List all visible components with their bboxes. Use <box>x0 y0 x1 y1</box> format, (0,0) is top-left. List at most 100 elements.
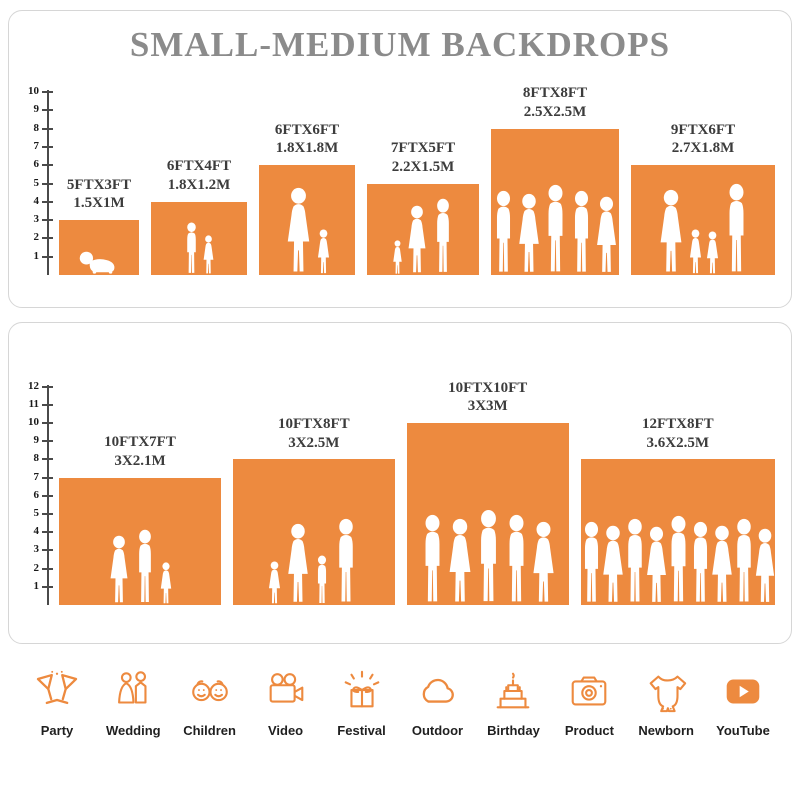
axis-tick <box>42 403 53 406</box>
backdrop: 6FTX4FT 1.8X1.2M <box>151 157 247 275</box>
woman-silhouette <box>655 189 687 275</box>
backdrop-bar-8ftx8ft <box>491 128 621 275</box>
backdrop: 8FTX8FT 2.5X2.5M <box>491 84 619 275</box>
man-silhouette <box>430 198 456 275</box>
children-icon <box>187 668 233 714</box>
backdrop-bar-7ftx5ft <box>367 183 479 275</box>
size-label-ft: 10FTX8FT <box>278 415 350 432</box>
axis-tick <box>42 585 53 588</box>
category-video: Video <box>259 668 313 738</box>
axis-tick-label: 6 <box>33 488 40 501</box>
axis-tick <box>42 385 53 388</box>
backdrop-size-label: 12FTX8FT 3.6X2.5M <box>642 415 714 453</box>
axis-tick-label: 2 <box>33 231 40 244</box>
backdrop-chart-bottom: 1 2 3 4 5 6 7 8 9 10 11 12 10FTX7FT 3X2.1M 10FTX8FT 3X2… <box>21 375 777 605</box>
size-label-m: 2.7X1.8M <box>671 140 735 157</box>
backdrop-size-label: 6FTX6FT 1.8X1.8M <box>275 121 339 159</box>
axis-tick-label: 5 <box>33 176 40 189</box>
backdrop-bars: 10FTX7FT 3X2.1M 10FTX8FT 3X2.5M 10FTX10FT 3X3… <box>59 379 775 605</box>
size-label-m: 1.8X1.2M <box>167 177 231 194</box>
category-newborn: Newborn <box>638 668 694 738</box>
size-label-ft: 6FTX4FT <box>166 158 232 175</box>
axis-tick <box>42 513 53 515</box>
axis-tick-label: 7 <box>33 470 40 483</box>
backdrop-size-label: 10FTX7FT 3X2.1M <box>104 433 176 471</box>
backdrop-size-label: 10FTX8FT 3X2.5M <box>278 415 350 453</box>
category-youtube: YouTube <box>716 668 770 738</box>
girl-silhouette <box>315 229 332 275</box>
category-party: Party <box>30 668 84 738</box>
youtube-icon <box>720 668 766 714</box>
axis-tick-label: 1 <box>33 579 40 592</box>
axis-tick-label: 9 <box>33 434 40 447</box>
category-label: Birthday <box>487 723 540 738</box>
backdrop-bar-10ftx10ft <box>406 423 569 605</box>
birthday-icon <box>490 668 536 714</box>
backdrop-bar-12ftx8ft <box>580 459 775 605</box>
axis-tick <box>42 109 53 112</box>
axis-tick-label: 2 <box>33 561 40 574</box>
axis-tick-label: 7 <box>33 139 40 152</box>
axis-tick <box>42 237 53 240</box>
newborn-icon <box>643 668 689 714</box>
size-label-m: 1.8X1.8M <box>275 140 339 157</box>
size-label-ft: 12FTX8FT <box>641 415 714 432</box>
size-label-m: 3X3M <box>467 398 508 415</box>
axis-tick <box>42 219 53 222</box>
girl-silhouette <box>391 240 404 275</box>
category-label: Video <box>267 723 304 738</box>
backdrop-size-label: 8FTX8FT 2.5X2.5M <box>523 84 587 122</box>
backdrop-bar-9ftx6ft <box>631 165 775 275</box>
man-silhouette <box>721 183 752 275</box>
axis-tick-label: 3 <box>33 543 40 556</box>
axis-tick-label: 11 <box>28 397 39 410</box>
baby-silhouette <box>78 248 120 275</box>
category-birthday: Birthday <box>486 668 540 738</box>
backdrop-bar-6ftx6ft <box>259 165 355 275</box>
axis-tick-label: 8 <box>33 121 40 134</box>
axis-tick-label: 1 <box>33 249 40 262</box>
axis-tick <box>42 255 53 258</box>
axis-tick <box>42 531 53 534</box>
man-silhouette <box>132 529 158 605</box>
size-label-m: 1.5X1M <box>73 195 125 212</box>
axis-tick <box>42 567 53 570</box>
category-wedding: Wedding <box>106 668 161 738</box>
backdrop: 10FTX7FT 3X2.1M <box>59 433 221 605</box>
axis-tick <box>42 127 53 130</box>
category-label: Outdoor <box>411 723 464 738</box>
axis-tick-label: 5 <box>33 507 40 519</box>
backdrop-size-label: 9FTX6FT 2.7X1.8M <box>671 121 735 159</box>
size-label-ft: 10FTX10FT <box>448 379 528 396</box>
axis-tick-label: 4 <box>33 194 40 207</box>
backdrop-bar-10ftx8ft <box>232 459 395 605</box>
axis-tick <box>42 476 53 479</box>
woman-silhouette <box>106 535 132 605</box>
category-label: Party <box>40 723 74 738</box>
size-label-m: 2.2X1.5M <box>391 158 455 175</box>
size-label-m: 2.5X2.5M <box>523 103 587 120</box>
axis-tick-label: 10 <box>28 85 39 97</box>
girl-silhouette <box>201 235 216 275</box>
backdrop-bar-6ftx4ft <box>151 201 247 275</box>
size-label-m: 3.6X2.5M <box>646 434 710 451</box>
man-silhouette <box>331 518 361 605</box>
axis-tick <box>42 549 53 552</box>
woman-silhouette <box>528 521 559 605</box>
woman-silhouette <box>592 196 621 275</box>
backdrop-size-label: 7FTX5FT 2.2X1.5M <box>391 139 455 177</box>
axis-tick <box>42 182 53 185</box>
backdrop: 10FTX10FT 3X3M <box>406 379 569 605</box>
axis-tick <box>42 145 53 148</box>
category-children: Children <box>183 668 237 738</box>
measure-axis: 1 2 3 4 5 6 7 8 9 10 <box>21 83 55 275</box>
axis-tick-label: 4 <box>33 525 40 538</box>
axis-tick <box>42 422 53 424</box>
boy-silhouette <box>313 555 331 605</box>
axis-line <box>47 384 49 605</box>
size-label-m: 3X2.5M <box>288 434 340 451</box>
category-label: Children <box>183 723 236 738</box>
size-label-ft: 10FTX7FT <box>104 434 176 451</box>
backdrop-size-label: 6FTX4FT 1.8X1.2M <box>167 157 231 195</box>
axis-tick-label: 6 <box>33 158 40 171</box>
